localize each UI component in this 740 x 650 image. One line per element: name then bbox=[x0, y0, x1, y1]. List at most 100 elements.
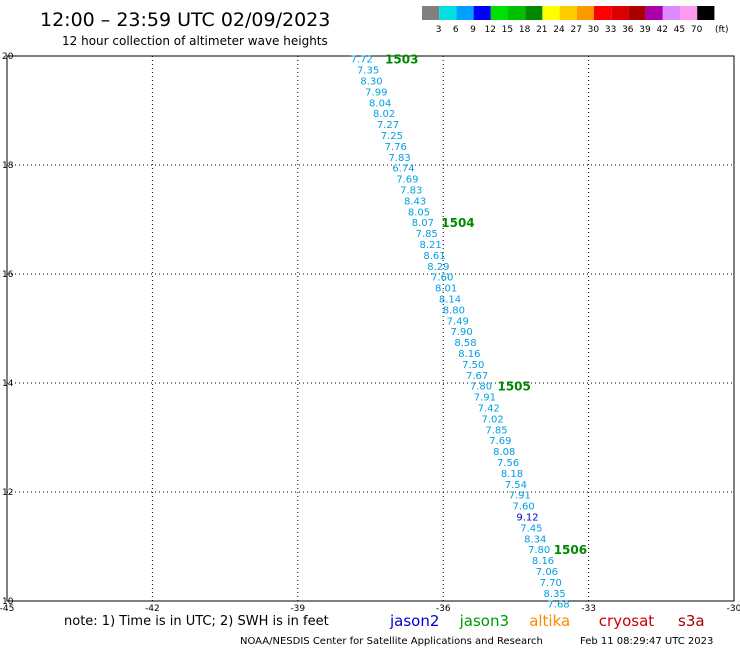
x-tick-label: -33 bbox=[581, 604, 596, 614]
swh-value: 7.72 bbox=[351, 55, 373, 66]
legend-swatch bbox=[697, 6, 715, 20]
legend-label: 30 bbox=[588, 25, 600, 35]
legend-label: 45 bbox=[674, 25, 685, 35]
chart-title: 12:00 – 23:59 UTC 02/09/2023 bbox=[40, 9, 330, 31]
swh-value: 8.21 bbox=[419, 240, 441, 251]
plot-frame bbox=[6, 55, 735, 602]
swh-value: 7.80 bbox=[470, 382, 492, 393]
legend-label: 9 bbox=[470, 25, 476, 35]
satellite-jason2: jason2 bbox=[389, 612, 439, 630]
swh-value: 7.60 bbox=[431, 273, 453, 284]
legend-label: 18 bbox=[519, 25, 531, 35]
swh-value: 7.54 bbox=[505, 480, 527, 491]
wave-height-values: 7.727.358.307.998.048.027.277.257.767.83… bbox=[351, 55, 570, 611]
y-tick-label: 10 bbox=[2, 597, 14, 607]
legend-swatch bbox=[628, 6, 646, 20]
legend-swatch bbox=[490, 6, 508, 20]
y-tick-label: 16 bbox=[2, 270, 14, 280]
x-tick-label: -39 bbox=[290, 604, 305, 614]
legend-swatch bbox=[559, 6, 577, 20]
swh-value: 8.35 bbox=[544, 589, 566, 600]
pass-label: 1504 bbox=[441, 216, 474, 230]
x-tick-label: -42 bbox=[145, 604, 160, 614]
footer-timestamp: Feb 11 08:29:47 UTC 2023 bbox=[580, 636, 713, 647]
swh-value: 7.42 bbox=[478, 404, 500, 415]
swh-value: 7.60 bbox=[513, 502, 535, 513]
swh-value: 7.70 bbox=[540, 578, 562, 589]
swh-value: 7.91 bbox=[509, 491, 531, 502]
swh-value: 7.27 bbox=[377, 120, 399, 131]
satellite-jason3: jason3 bbox=[459, 612, 509, 630]
satellite-s3a: s3a bbox=[678, 612, 705, 630]
chart-subtitle: 12 hour collection of altimeter wave hei… bbox=[62, 34, 328, 48]
footer-credit: NOAA/NESDIS Center for Satellite Applica… bbox=[240, 636, 543, 647]
legend-label: 21 bbox=[536, 25, 547, 35]
swh-value: 7.90 bbox=[450, 327, 472, 338]
satellite-cryosat: cryosat bbox=[599, 612, 654, 630]
swh-value: 7.56 bbox=[497, 458, 519, 469]
swh-value: 7.80 bbox=[528, 545, 550, 556]
y-tick-label: 18 bbox=[2, 161, 14, 171]
swh-value: 7.25 bbox=[381, 131, 403, 142]
y-tick-label: 14 bbox=[2, 379, 14, 389]
swh-value: 7.49 bbox=[447, 316, 469, 327]
swh-value: 8.16 bbox=[532, 556, 554, 567]
swh-value: 8.05 bbox=[408, 207, 430, 218]
footer-note: note: 1) Time is in UTC; 2) SWH is in fe… bbox=[64, 614, 329, 629]
legend-label: 42 bbox=[656, 25, 667, 35]
axis-ticks: -45 -42 -39 -36 -33 -30 10 12 14 16 18 20 bbox=[0, 52, 740, 614]
swh-value: 8.58 bbox=[454, 338, 476, 349]
pass-label: 1506 bbox=[554, 543, 587, 557]
swh-value: 7.45 bbox=[520, 523, 542, 534]
legend-label: 24 bbox=[553, 25, 565, 35]
swh-value: 8.01 bbox=[435, 284, 457, 295]
swh-value: 8.30 bbox=[360, 77, 382, 88]
pass-label: 1503 bbox=[385, 53, 418, 67]
pass-label: 1505 bbox=[497, 380, 530, 394]
legend-swatch bbox=[662, 6, 680, 20]
legend-label: 15 bbox=[502, 25, 513, 35]
swh-value: 6.74 bbox=[392, 164, 414, 175]
legend-unit: (ft) bbox=[715, 25, 729, 35]
legend-label: 3 bbox=[436, 25, 442, 35]
color-legend: 3 6 9 12 15 18 21 24 27 30 33 36 39 42 45 70 bbox=[422, 6, 715, 35]
legend-label: 70 bbox=[691, 25, 703, 35]
swh-value: 7.67 bbox=[466, 371, 488, 382]
legend-swatch bbox=[473, 6, 491, 20]
swh-value: 8.34 bbox=[524, 534, 546, 545]
swh-value: 7.76 bbox=[385, 142, 407, 153]
legend-swatch bbox=[456, 6, 474, 20]
legend-label: 6 bbox=[453, 25, 459, 35]
swh-value: 8.02 bbox=[373, 109, 395, 120]
x-tick-label: -45 bbox=[0, 604, 14, 614]
legend-label: 39 bbox=[639, 25, 651, 35]
grid-lines bbox=[7, 56, 734, 601]
swh-value: 7.69 bbox=[489, 436, 511, 447]
legend-swatch bbox=[680, 6, 698, 20]
legend-swatch bbox=[422, 6, 440, 20]
satellite-altika: altika bbox=[529, 612, 570, 630]
swh-value: 7.50 bbox=[462, 360, 484, 371]
swh-value: 7.85 bbox=[416, 229, 438, 240]
legend-swatch bbox=[645, 6, 663, 20]
swh-value: 7.83 bbox=[400, 186, 422, 197]
pass-labels: 1503 1504 1505 1506 bbox=[385, 53, 587, 557]
legend-swatch bbox=[594, 6, 612, 20]
legend-swatch bbox=[525, 6, 543, 20]
legend-label: 33 bbox=[605, 25, 616, 35]
swh-value: 7.68 bbox=[547, 600, 569, 611]
y-tick-label: 12 bbox=[2, 488, 13, 498]
swh-value: 8.61 bbox=[423, 251, 445, 262]
legend-label: 27 bbox=[570, 25, 581, 35]
swh-value: 7.91 bbox=[474, 393, 496, 404]
satellite-legend: jason2 jason3 altika cryosat s3a bbox=[389, 612, 705, 630]
legend-swatch bbox=[508, 6, 526, 20]
x-tick-label: -30 bbox=[727, 604, 740, 614]
legend-swatch bbox=[611, 6, 629, 20]
swh-value: 7.69 bbox=[396, 175, 418, 186]
legend-label: 12 bbox=[484, 25, 495, 35]
y-tick-label: 20 bbox=[2, 52, 14, 62]
swh-value: 8.29 bbox=[427, 262, 449, 273]
legend-label: 36 bbox=[622, 25, 634, 35]
